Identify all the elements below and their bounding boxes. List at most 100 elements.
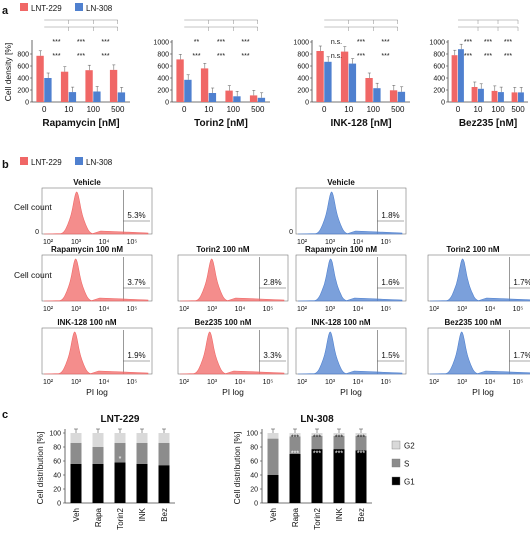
histogram-title: Vehicle bbox=[73, 178, 101, 187]
legend-swatch-ln308 bbox=[75, 3, 83, 11]
stacked-bar-segment bbox=[289, 454, 301, 503]
x-tick-label: Rapa bbox=[291, 507, 300, 527]
bar bbox=[68, 92, 77, 102]
stacked-chart-5: 0 20 40 60 80 100 Veh Rapa Torin2 INK Bez LN-308 Cel… bbox=[232, 414, 372, 530]
x-tick-label: Torin2 bbox=[313, 507, 322, 529]
gate-percentage: 5.3% bbox=[127, 211, 145, 220]
significance-label: *** bbox=[52, 39, 60, 46]
bar bbox=[471, 87, 478, 102]
histogram-curve bbox=[179, 331, 285, 375]
stacked-bar-segment bbox=[136, 433, 148, 443]
y-tick-label: 0 bbox=[165, 100, 169, 107]
histogram-title: Rapamycin 100 nM bbox=[51, 245, 123, 254]
stacked-bar-segment bbox=[70, 433, 82, 443]
x-tick-label: 500 bbox=[511, 105, 525, 114]
stacked-bar-segment bbox=[114, 462, 126, 503]
x-tick-label: 10⁵ bbox=[513, 379, 524, 386]
x-axis-title: Torin2 [nM] bbox=[194, 118, 248, 129]
x-tick-label: 10 bbox=[64, 105, 73, 114]
x-tick-label: 10 bbox=[344, 105, 353, 114]
histogram-title: INK-128 100 nM bbox=[311, 318, 370, 327]
legend-b: LNT-229 LN-308 bbox=[20, 157, 113, 167]
bar bbox=[36, 55, 44, 102]
gate-percentage: 3.3% bbox=[263, 351, 281, 360]
y-tick-label: 60 bbox=[250, 459, 258, 466]
chart-title: LN-308 bbox=[300, 414, 334, 425]
x-tick-label: 10³ bbox=[325, 379, 336, 386]
stacked-bar-segment bbox=[289, 436, 301, 454]
gate-percentage: 2.8% bbox=[263, 278, 281, 287]
legend-label-g2: G2 bbox=[404, 442, 415, 451]
stacked-bar-segment bbox=[114, 433, 126, 443]
histogram-6: Rapamycin 100 nM 1.6% 10² 10³ 10⁴ 10⁵ bbox=[295, 245, 407, 313]
stacked-bar-segment bbox=[70, 463, 82, 503]
histogram-5: Vehicle 1.8% 10² 10³ 10⁴ 10⁵ 0 bbox=[289, 178, 407, 246]
gate-percentage: 3.7% bbox=[127, 278, 145, 287]
x-tick-label: 10² bbox=[297, 239, 308, 246]
y-tick-label: 0 bbox=[35, 229, 39, 236]
y-tick-label: 600 bbox=[433, 64, 445, 71]
x-tick-label: Bez bbox=[160, 508, 169, 522]
panel-b-histograms: Vehicle 5.3% 10² 10³ 10⁴ 10⁵ 0 Rapamycin 100 nM… bbox=[14, 178, 530, 397]
bar bbox=[93, 91, 101, 102]
significance-label: *** bbox=[504, 39, 512, 46]
histogram-title: INK-128 100 nM bbox=[57, 318, 116, 327]
x-tick-label: 10⁴ bbox=[99, 379, 110, 386]
x-tick-label: 100 bbox=[367, 105, 381, 114]
histogram-0: Vehicle 5.3% 10² 10³ 10⁴ 10⁵ 0 bbox=[35, 178, 153, 246]
significance-label: *** bbox=[217, 39, 225, 46]
x-tick-label: 10⁴ bbox=[353, 379, 364, 386]
gate-percentage: 1.9% bbox=[127, 351, 145, 360]
significance-label: n.s. bbox=[331, 53, 342, 60]
x-tick-label: Veh bbox=[72, 508, 81, 522]
significance-label: *** bbox=[192, 53, 200, 60]
x-tick-label: 10³ bbox=[207, 379, 218, 386]
legend-label-g1: G1 bbox=[404, 478, 415, 487]
x-tick-label: 10⁵ bbox=[263, 306, 274, 313]
significance-label: *** bbox=[101, 53, 109, 60]
y-tick-label: 0 bbox=[289, 229, 293, 236]
stacked-bar-segment bbox=[136, 442, 148, 464]
x-tick-label: 10³ bbox=[71, 379, 82, 386]
bar bbox=[225, 90, 233, 102]
histogram-curve bbox=[429, 258, 530, 302]
y-tick-label: 1000 bbox=[429, 40, 445, 47]
histogram-curve bbox=[429, 331, 530, 375]
bar bbox=[60, 71, 69, 102]
histogram-2: Torin2 100 nM 2.8% 10² 10³ 10⁴ 10⁵ bbox=[177, 245, 289, 313]
bar bbox=[109, 69, 118, 102]
y-tick-label: 800 bbox=[17, 52, 29, 59]
histogram-8: INK-128 100 nM 1.5% 10² 10³ 10⁴ 10⁵ bbox=[295, 318, 407, 386]
y-tick-label: 20 bbox=[53, 487, 61, 494]
gate-percentage: 1.5% bbox=[381, 351, 399, 360]
bar bbox=[511, 92, 518, 102]
x-tick-label: 10⁵ bbox=[127, 306, 138, 313]
legend-label-ln308: LN-308 bbox=[86, 4, 113, 13]
y-tick-label: 20 bbox=[250, 487, 258, 494]
histogram-curve bbox=[179, 258, 285, 302]
histogram-title: Vehicle bbox=[327, 178, 355, 187]
x-axis-title: Rapamycin [nM] bbox=[42, 118, 119, 129]
bar bbox=[458, 49, 464, 102]
y-tick-label: 200 bbox=[297, 88, 309, 95]
y-tick-label: 60 bbox=[53, 459, 61, 466]
y-axis-title: Cell count bbox=[14, 270, 52, 280]
stacked-bar-segment bbox=[114, 442, 126, 463]
x-tick-label: Rapa bbox=[94, 507, 103, 527]
stacked-bar-segment bbox=[92, 433, 104, 447]
x-tick-label: 500 bbox=[251, 105, 265, 114]
stacked-bar-segment bbox=[92, 463, 104, 503]
significance-label: *** bbox=[313, 435, 321, 442]
y-tick-label: 400 bbox=[297, 76, 309, 83]
x-tick-label: 10⁴ bbox=[485, 379, 496, 386]
x-tick-label: 10² bbox=[297, 306, 308, 313]
x-tick-label: Veh bbox=[269, 508, 278, 522]
x-tick-label: 10⁴ bbox=[235, 306, 246, 313]
significance-label: *** bbox=[381, 53, 389, 60]
bar bbox=[348, 63, 357, 102]
histogram-curve bbox=[43, 258, 149, 302]
bar bbox=[340, 51, 349, 102]
x-tick-label: 10⁴ bbox=[99, 306, 110, 313]
legend-swatch-lnt229 bbox=[20, 157, 28, 165]
x-tick-label: 10³ bbox=[457, 379, 468, 386]
